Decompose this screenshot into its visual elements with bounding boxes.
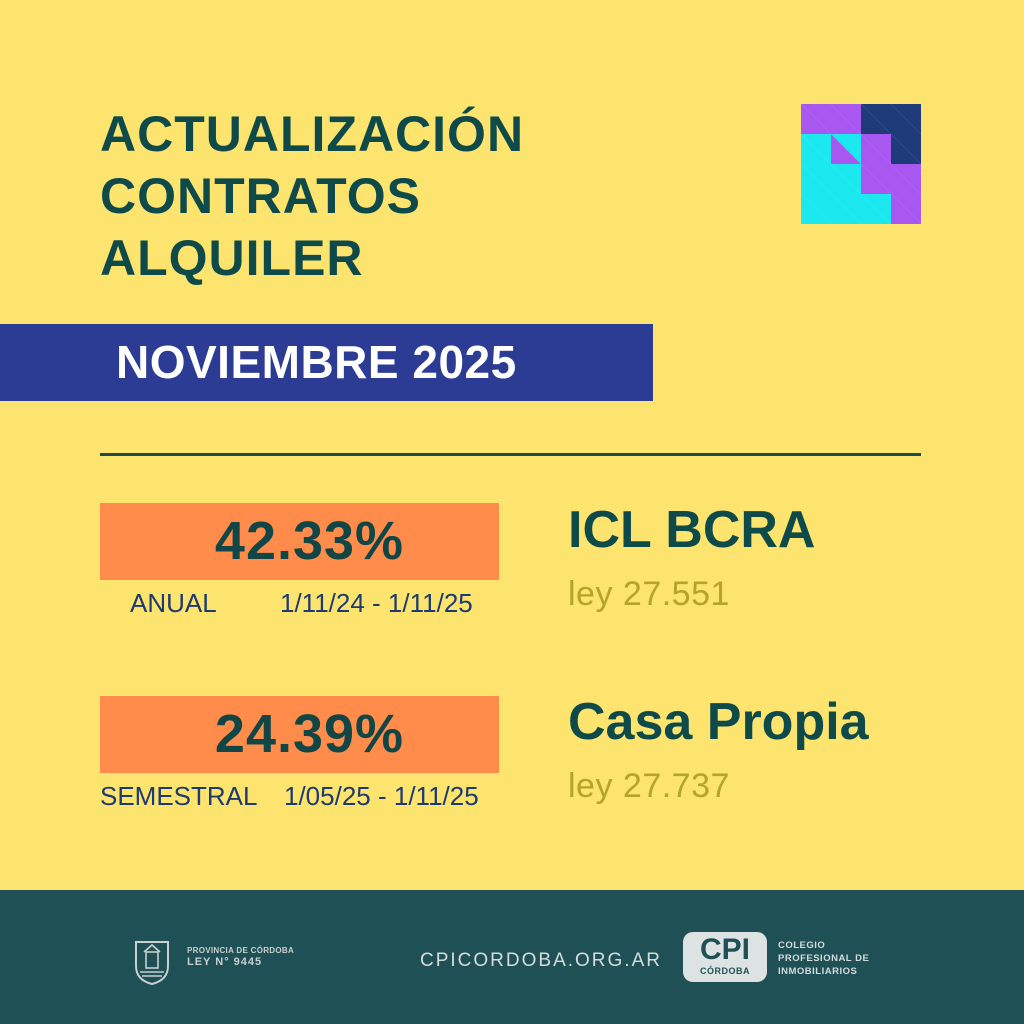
casa-propia-index-name: Casa Propia [568,693,869,751]
title-line-3: ALQUILER [100,230,364,286]
casa-propia-rate-box: 24.39% [100,696,499,773]
casa-propia-law: ley 27.737 [568,767,730,805]
casa-propia-period-range: 1/05/25 - 1/11/25 [284,781,479,811]
org-name-line-3: INMOBILIARIOS [778,966,858,977]
org-name-line-1: COLEGIO [778,940,826,951]
cpi-logo-subtext: CÓRDOBA [700,966,750,976]
icl-period-range: 1/11/24 - 1/11/25 [280,588,473,618]
footer: PROVINCIA DE CÓRDOBA LEY N° 9445 CPICORD… [0,890,1024,1024]
casa-propia-rate-value: 24.39% [214,704,405,764]
cpi-logo: CPI CÓRDOBA [683,932,767,982]
province-name: PROVINCIA DE CÓRDOBA [187,946,295,955]
title-line-2: CONTRATOS [100,168,422,224]
triangle-pattern-icon [801,104,921,224]
cordoba-crest-icon [135,941,169,986]
casa-propia-period-label: SEMESTRAL [100,781,258,811]
website-link[interactable]: CPICORDOBA.ORG.AR [420,950,662,971]
icl-index-name: ICL BCRA [568,501,816,559]
cpi-logo-text: CPI [699,933,750,966]
province-law: LEY N° 9445 [187,956,263,968]
divider [100,453,921,456]
month-banner: NOVIEMBRE 2025 [0,324,653,401]
icl-rate-box: 42.33% [100,503,499,580]
icl-law: ley 27.551 [568,575,730,613]
title-line-1: ACTUALIZACIÓN [100,106,525,162]
month-label: NOVIEMBRE 2025 [116,336,517,388]
icl-rate-value: 42.33% [214,511,405,571]
org-name-line-2: PROFESIONAL DE [778,953,870,964]
icl-period-label: ANUAL [130,588,217,618]
